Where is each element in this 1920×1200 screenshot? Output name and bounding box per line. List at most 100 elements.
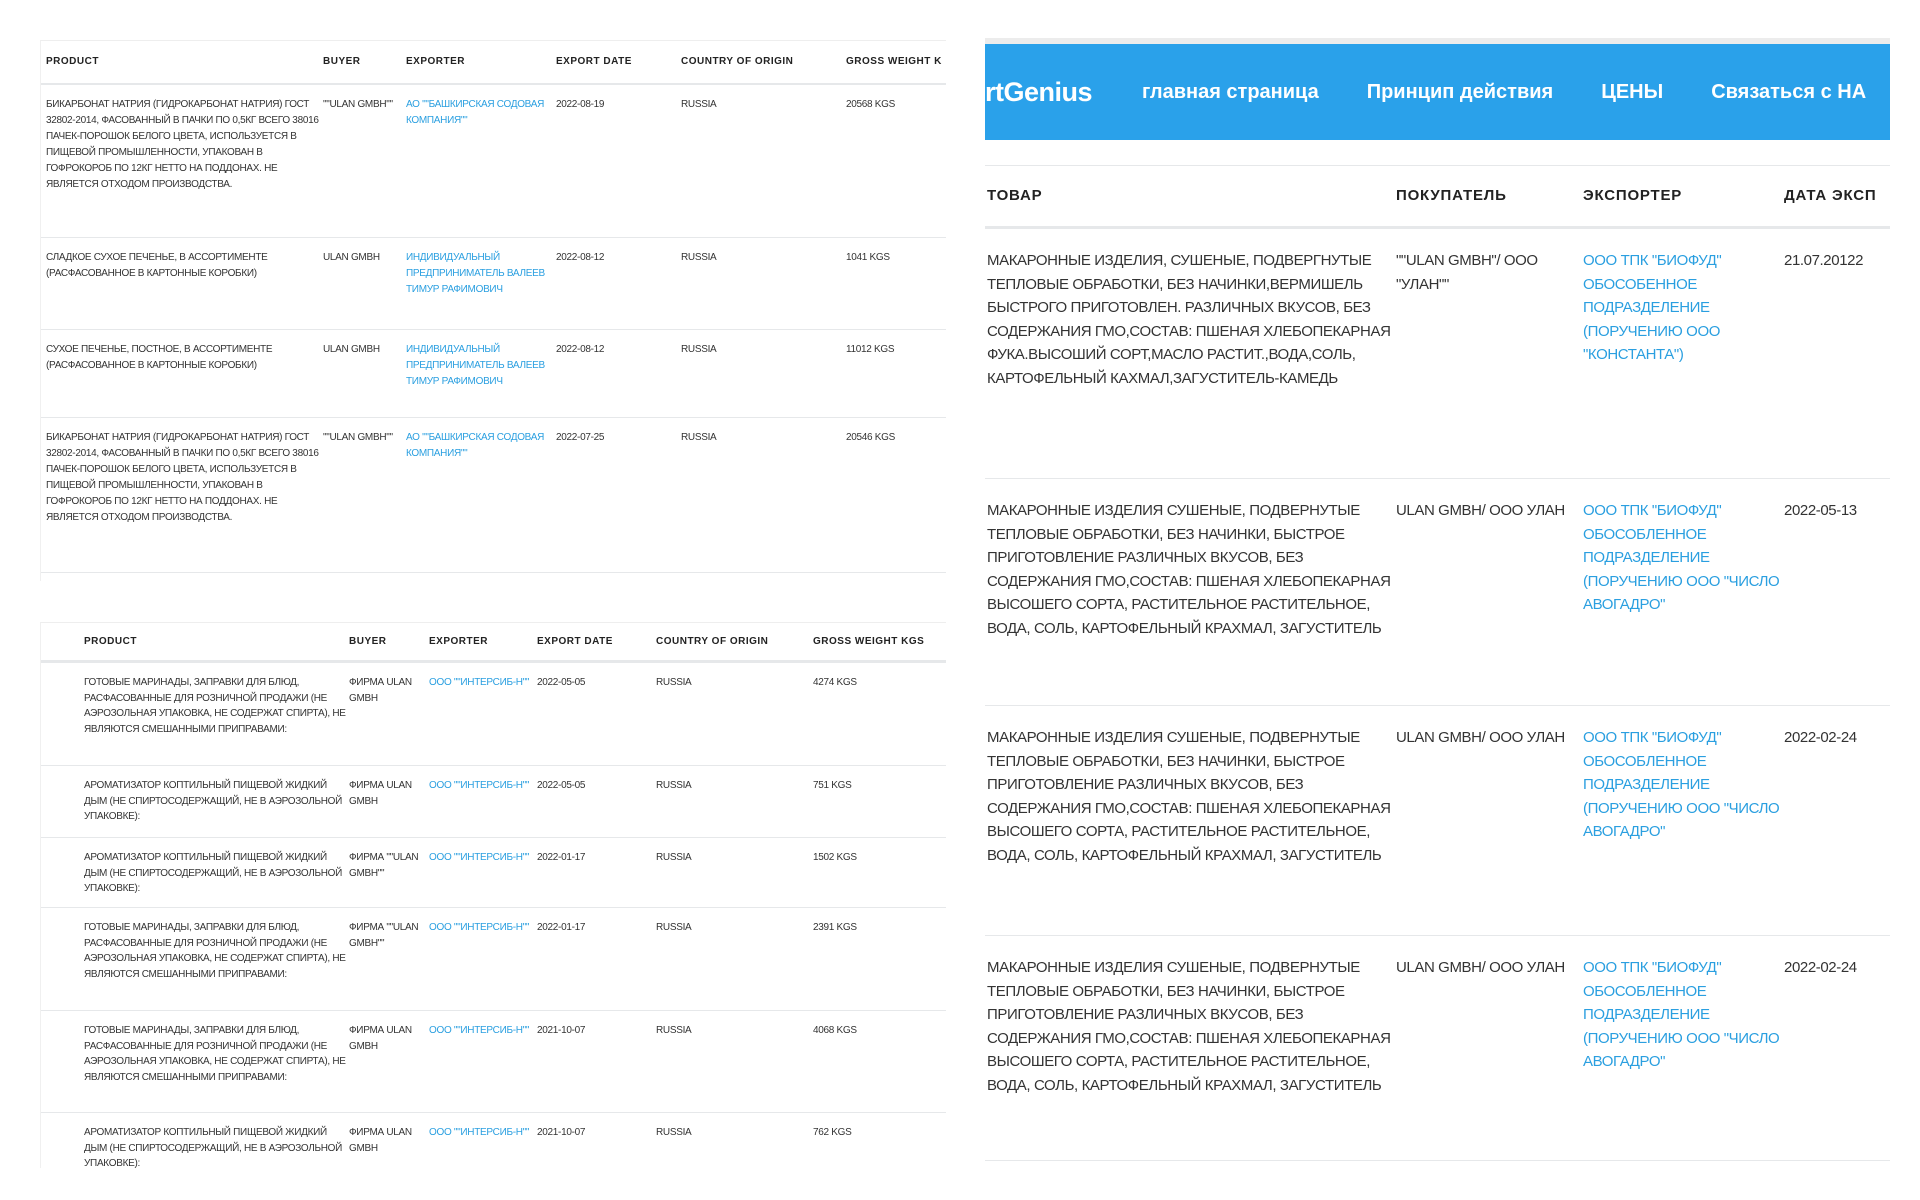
nav-contact[interactable]: Связаться с НА	[1711, 80, 1867, 103]
cell-exporter[interactable]: ООО ТПК "БИОФУД" ОБОСОБЕННОЕ ПОДРАЗДЕЛЕН…	[1583, 252, 1722, 364]
cell-country: RUSSIA	[656, 1025, 692, 1036]
cell-exporter[interactable]: ООО ""ИНТЕРСИБ-Н""	[429, 922, 530, 933]
cell-exporter[interactable]: ООО ТПК "БИОФУД" ОБОСОБЛЕННОЕ ПОДРАЗДЕЛЕ…	[1583, 729, 1780, 841]
table-row: БИКАРБОНАТ НАТРИЯ (ГИДРОКАРБОНАТ НАТРИЯ)…	[41, 85, 946, 238]
cell-date: 2022-02-24	[1784, 729, 1857, 746]
column-header-product: PRODUCT	[46, 56, 99, 67]
column-header-product: ТОВАР	[987, 187, 1043, 205]
table-header-row: ТОВАР ПОКУПАТЕЛЬ ЭКСПОРТЕР ДАТА ЭКСП	[985, 166, 1890, 229]
cell-country: RUSSIA	[681, 432, 717, 443]
site-logo[interactable]: rtGenius	[985, 76, 1093, 107]
cell-country: RUSSIA	[681, 344, 717, 355]
column-header-exporter: EXPORTER	[406, 56, 466, 67]
cell-country: RUSSIA	[656, 922, 692, 933]
cell-country: RUSSIA	[681, 99, 717, 110]
cell-date: 2022-08-12	[556, 344, 605, 355]
cell-exporter[interactable]: ИНДИВИДУАЛЬНЫЙ ПРЕДПРИНИМАТЕЛЬ ВАЛЕЕВ ТИ…	[406, 344, 545, 387]
cell-exporter[interactable]: ООО ""ИНТЕРСИБ-Н""	[429, 1025, 530, 1036]
table-row: СУХОЕ ПЕЧЕНЬЕ, ПОСТНОЕ, В АССОРТИМЕНТЕ (…	[41, 330, 946, 418]
russian-site-panel: rtGenius главная страница Принцип действ…	[985, 38, 1890, 1168]
column-header-gross-weight: GROSS WEIGHT KGS	[813, 635, 925, 647]
cell-product: МАКАРОННЫЕ ИЗДЕЛИЯ СУШЕНЫЕ, ПОДВЕРНУТЫЕ …	[987, 959, 1391, 1094]
table-row: СЛАДКОЕ СУХОЕ ПЕЧЕНЬЕ, В АССОРТИМЕНТЕ (Р…	[41, 238, 946, 330]
cell-product: ГОТОВЫЕ МАРИНАДЫ, ЗАПРАВКИ ДЛЯ БЛЮД, РАС…	[84, 677, 346, 735]
cell-date: 2022-07-25	[556, 432, 605, 443]
cell-weight: 751 KGS	[813, 780, 852, 791]
cell-buyer: ULAN GMBH/ ООО УЛАН	[1396, 959, 1565, 976]
column-header-buyer: BUYER	[349, 635, 387, 647]
cell-exporter[interactable]: ИНДИВИДУАЛЬНЫЙ ПРЕДПРИНИМАТЕЛЬ ВАЛЕЕВ ТИ…	[406, 252, 545, 295]
cell-exporter[interactable]: ООО ТПК "БИОФУД" ОБОСОБЛЕННОЕ ПОДРАЗДЕЛЕ…	[1583, 959, 1780, 1071]
cell-product: ГОТОВЫЕ МАРИНАДЫ, ЗАПРАВКИ ДЛЯ БЛЮД, РАС…	[84, 1025, 346, 1083]
cell-exporter[interactable]: ООО ""ИНТЕРСИБ-Н""	[429, 1127, 530, 1138]
table-row: ГОТОВЫЕ МАРИНАДЫ, ЗАПРАВКИ ДЛЯ БЛЮД, РАС…	[41, 1011, 946, 1113]
cell-product: СЛАДКОЕ СУХОЕ ПЕЧЕНЬЕ, В АССОРТИМЕНТЕ (Р…	[46, 252, 268, 279]
cell-date: 2021-10-07	[537, 1127, 586, 1138]
cell-date: 2022-05-05	[537, 677, 586, 688]
nav-prices[interactable]: ЦЕНЫ	[1601, 80, 1664, 103]
cell-buyer: ФИРМА ""ULAN GMBH""	[349, 852, 419, 879]
cell-exporter[interactable]: ООО ТПК "БИОФУД" ОБОСОБЛЕННОЕ ПОДРАЗДЕЛЕ…	[1583, 502, 1780, 614]
table-row: БИКАРБОНАТ НАТРИЯ (ГИДРОКАРБОНАТ НАТРИЯ)…	[41, 418, 946, 573]
cell-buyer: ULAN GMBH	[323, 344, 380, 355]
site-navbar: rtGenius главная страница Принцип действ…	[985, 44, 1890, 140]
cell-exporter[interactable]: АО ""БАШКИРСКАЯ СОДОВАЯ КОМПАНИЯ""	[406, 99, 545, 126]
cell-product: БИКАРБОНАТ НАТРИЯ (ГИДРОКАРБОНАТ НАТРИЯ)…	[46, 99, 319, 190]
cell-exporter[interactable]: ООО ""ИНТЕРСИБ-Н""	[429, 780, 530, 791]
cell-weight: 4274 KGS	[813, 677, 857, 688]
column-header-country: COUNTRY OF ORIGIN	[656, 635, 769, 647]
table-row: МАКАРОННЫЕ ИЗДЕЛИЯ СУШЕНЫЕ, ПОДВЕРНУТЫЕ …	[985, 936, 1890, 1161]
table-row: АРОМАТИЗАТОР КОПТИЛЬНЫЙ ПИЩЕВОЙ ЖИДКИЙ Д…	[41, 766, 946, 838]
table-header-row: PRODUCT BUYER EXPORTER EXPORT DATE COUNTRY O…	[41, 623, 946, 663]
cell-date: 2022-08-19	[556, 99, 605, 110]
cell-product: БИКАРБОНАТ НАТРИЯ (ГИДРОКАРБОНАТ НАТРИЯ)…	[46, 432, 319, 523]
column-header-buyer: BUYER	[323, 56, 361, 67]
cell-weight: 20568 KGS	[846, 99, 896, 110]
cell-weight: 11012 KGS	[846, 344, 895, 355]
cell-weight: 4068 KGS	[813, 1025, 857, 1036]
cell-date: 21.07.20122	[1784, 252, 1864, 269]
column-header-export-date: EXPORT DATE	[537, 635, 613, 647]
nav-how-it-works[interactable]: Принцип действия	[1366, 80, 1554, 103]
cell-country: RUSSIA	[656, 677, 692, 688]
shipments-table-english-2: PRODUCT BUYER EXPORTER EXPORT DATE COUNTRY O…	[40, 622, 946, 1168]
table-row: АРОМАТИЗАТОР КОПТИЛЬНЫЙ ПИЩЕВОЙ ЖИДКИЙ Д…	[41, 838, 946, 908]
table-row: АРОМАТИЗАТОР КОПТИЛЬНЫЙ ПИЩЕВОЙ ЖИДКИЙ Д…	[41, 1113, 946, 1168]
cell-product: МАКАРОННЫЕ ИЗДЕЛИЯ СУШЕНЫЕ, ПОДВЕРНУТЫЕ …	[987, 502, 1391, 637]
cell-weight: 762 KGS	[813, 1127, 852, 1138]
cell-country: RUSSIA	[681, 252, 717, 263]
cell-buyer: ФИРМА ULAN GMBH	[349, 677, 412, 704]
cell-product: МАКАРОННЫЕ ИЗДЕЛИЯ, СУШЕНЫЕ, ПОДВЕРГНУТЫ…	[987, 252, 1391, 387]
cell-date: 2022-08-12	[556, 252, 605, 263]
column-header-gross-weight: GROSS WEIGHT K	[846, 56, 942, 67]
nav-home[interactable]: главная страница	[1142, 80, 1319, 103]
cell-date: 2022-05-13	[1784, 502, 1857, 519]
cell-weight: 20546 KGS	[846, 432, 896, 443]
cell-buyer: ULAN GMBH/ ООО УЛАН	[1396, 729, 1565, 746]
table-row: МАКАРОННЫЕ ИЗДЕЛИЯ СУШЕНЫЕ, ПОДВЕРНУТЫЕ …	[985, 479, 1890, 706]
column-header-country: COUNTRY OF ORIGIN	[681, 56, 794, 67]
column-header-export-date: EXPORT DATE	[556, 56, 632, 67]
cell-date: 2022-02-24	[1784, 959, 1857, 976]
table-row: МАКАРОННЫЕ ИЗДЕЛИЯ, СУШЕНЫЕ, ПОДВЕРГНУТЫ…	[985, 229, 1890, 479]
cell-product: ГОТОВЫЕ МАРИНАДЫ, ЗАПРАВКИ ДЛЯ БЛЮД, РАС…	[84, 922, 346, 980]
cell-product: АРОМАТИЗАТОР КОПТИЛЬНЫЙ ПИЩЕВОЙ ЖИДКИЙ Д…	[84, 1127, 343, 1168]
cell-weight: 2391 KGS	[813, 922, 857, 933]
column-header-product: PRODUCT	[84, 635, 137, 647]
cell-country: RUSSIA	[656, 780, 692, 791]
cell-exporter[interactable]: ООО ""ИНТЕРСИБ-Н""	[429, 677, 530, 688]
cell-product: АРОМАТИЗАТОР КОПТИЛЬНЫЙ ПИЩЕВОЙ ЖИДКИЙ Д…	[84, 780, 343, 822]
cell-country: RUSSIA	[656, 1127, 692, 1138]
table-row: ГОТОВЫЕ МАРИНАДЫ, ЗАПРАВКИ ДЛЯ БЛЮД, РАС…	[41, 663, 946, 766]
column-header-exporter: ЭКСПОРТЕР	[1583, 187, 1683, 205]
cell-exporter[interactable]: АО ""БАШКИРСКАЯ СОДОВАЯ КОМПАНИЯ""	[406, 432, 545, 459]
cell-buyer: ""ULAN GMBH"/ ООО "УЛАН""	[1396, 252, 1538, 293]
cell-date: 2022-01-17	[537, 922, 586, 933]
column-header-exporter: EXPORTER	[429, 635, 489, 647]
cell-product: МАКАРОННЫЕ ИЗДЕЛИЯ СУШЕНЫЕ, ПОДВЕРНУТЫЕ …	[987, 729, 1391, 864]
column-header-export-date: ДАТА ЭКСП	[1784, 187, 1877, 205]
cell-buyer: ФИРМА ULAN GMBH	[349, 1025, 412, 1052]
cell-date: 2021-10-07	[537, 1025, 586, 1036]
cell-exporter[interactable]: ООО ""ИНТЕРСИБ-Н""	[429, 852, 530, 863]
cell-buyer: ULAN GMBH	[323, 252, 380, 263]
